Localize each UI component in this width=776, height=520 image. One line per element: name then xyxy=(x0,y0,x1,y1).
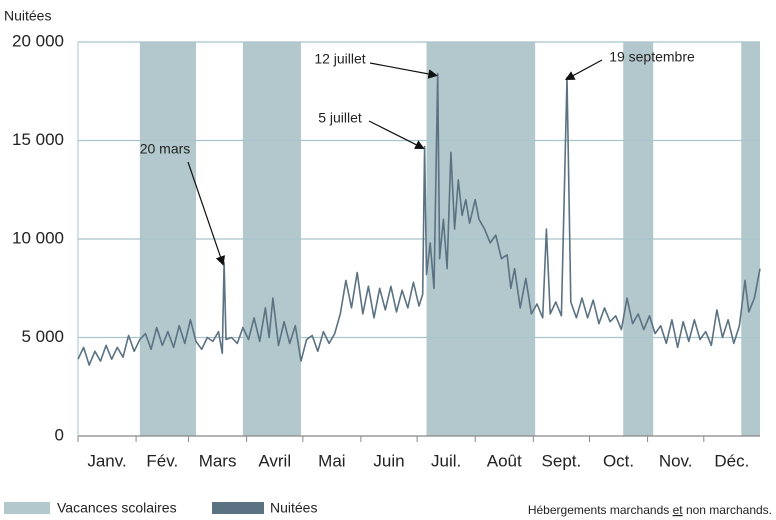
annotation-arrow xyxy=(564,59,603,81)
y-tick-label: 0 xyxy=(55,425,64,444)
series-line xyxy=(77,72,761,366)
legend-label: Nuitées xyxy=(270,500,317,516)
note-part: Hébergements marchands xyxy=(528,503,673,517)
x-tick-label: Avril xyxy=(258,451,291,470)
x-tick-label: Déc. xyxy=(714,451,749,470)
note-part: et xyxy=(673,503,684,517)
annotation-text: 5 juillet xyxy=(318,110,362,126)
legend-swatch xyxy=(4,502,50,514)
x-tick-label: Août xyxy=(487,451,522,470)
note: Hébergements marchands et non marchands. xyxy=(528,503,772,517)
y-axis-label: Nuitées xyxy=(4,8,51,24)
legend-swatch xyxy=(212,502,264,514)
x-tick-label: Juil. xyxy=(431,451,461,470)
x-tick-label: Juin xyxy=(373,451,404,470)
annotation-arrow xyxy=(369,62,438,79)
annotation-text: 12 juillet xyxy=(314,51,365,67)
annotation-text: 19 septembre xyxy=(609,49,695,65)
x-tick-label: Mars xyxy=(199,451,237,470)
x-tick-label: Mai xyxy=(318,451,345,470)
x-tick-label: Sept. xyxy=(542,451,582,470)
x-tick-label: Janv. xyxy=(87,451,126,470)
x-tick-label: Oct. xyxy=(603,451,634,470)
y-tick-label: 5 000 xyxy=(21,327,64,346)
x-tick-label: Nov. xyxy=(659,451,693,470)
annotation-text: 20 mars xyxy=(140,141,191,157)
x-tick-label: Fév. xyxy=(146,451,178,470)
annotation-arrow xyxy=(187,161,225,266)
y-tick-label: 15 000 xyxy=(12,130,64,149)
annotation-arrow xyxy=(368,120,425,149)
note-part: non marchands. xyxy=(683,503,772,517)
y-tick-label: 20 000 xyxy=(12,31,64,50)
legend-label: Vacances scolaires xyxy=(57,500,177,516)
y-tick-label: 10 000 xyxy=(12,228,64,247)
